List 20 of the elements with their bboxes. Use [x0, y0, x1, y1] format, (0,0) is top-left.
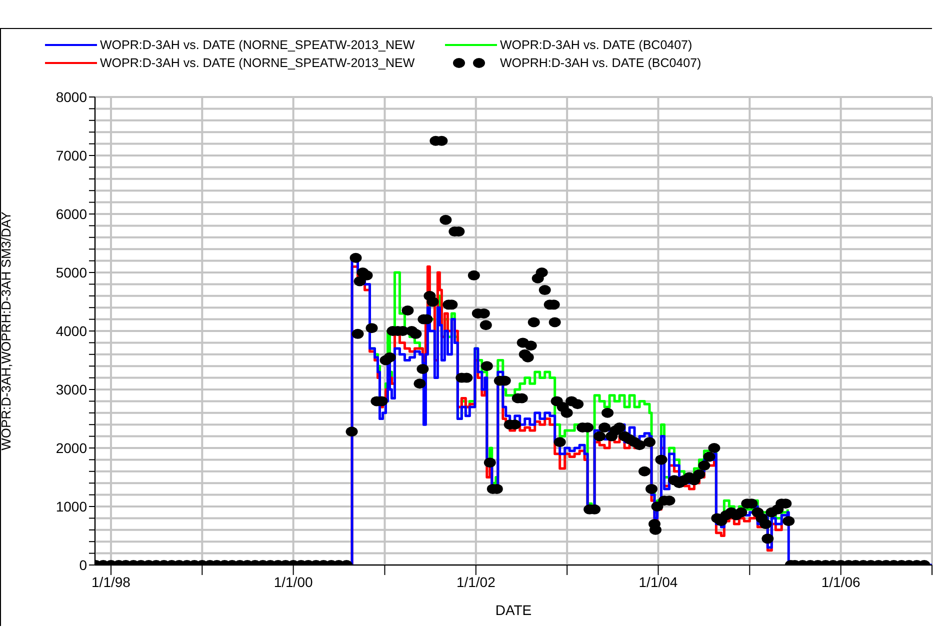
y-tick-label: 6000 [56, 206, 88, 222]
legend-label: WOPR:D-3AH vs. DATE (NORNE_SPEATW-2013_NEW [100, 38, 415, 52]
y-tick-label: 4000 [56, 322, 88, 339]
y-tick-label: 2000 [56, 440, 88, 456]
y-axis-title: WOPR:D-3AH,WOPRH:D-3AH SM3/DAY [0, 211, 14, 450]
x-tick-label: 1/1/06 [821, 574, 860, 590]
y-tick-label: 1000 [56, 498, 88, 514]
x-tick-label: 1/1/98 [92, 574, 131, 590]
y-tick-label: 8000 [56, 88, 88, 105]
x-tick-label: 1/1/02 [456, 574, 496, 590]
legend-label: WOPR:D-3AH vs. DATE (NORNE_SPEATW-2013_NEW [100, 56, 415, 70]
x-tick-label: 1/1/00 [274, 574, 313, 590]
y-tick-label: 5000 [56, 264, 88, 280]
legend-label: WOPRH:D-3AH vs. DATE (BC0407) [500, 56, 702, 70]
y-tick-label: 7000 [56, 147, 88, 164]
legend-label: WOPR:D-3AH vs. DATE (BC0407) [500, 38, 692, 52]
y-tick-label: 3000 [56, 381, 88, 398]
x-axis-title: DATE [495, 602, 532, 618]
x-tick-label: 1/1/04 [638, 574, 678, 590]
y-tick-label: 0 [79, 556, 88, 573]
